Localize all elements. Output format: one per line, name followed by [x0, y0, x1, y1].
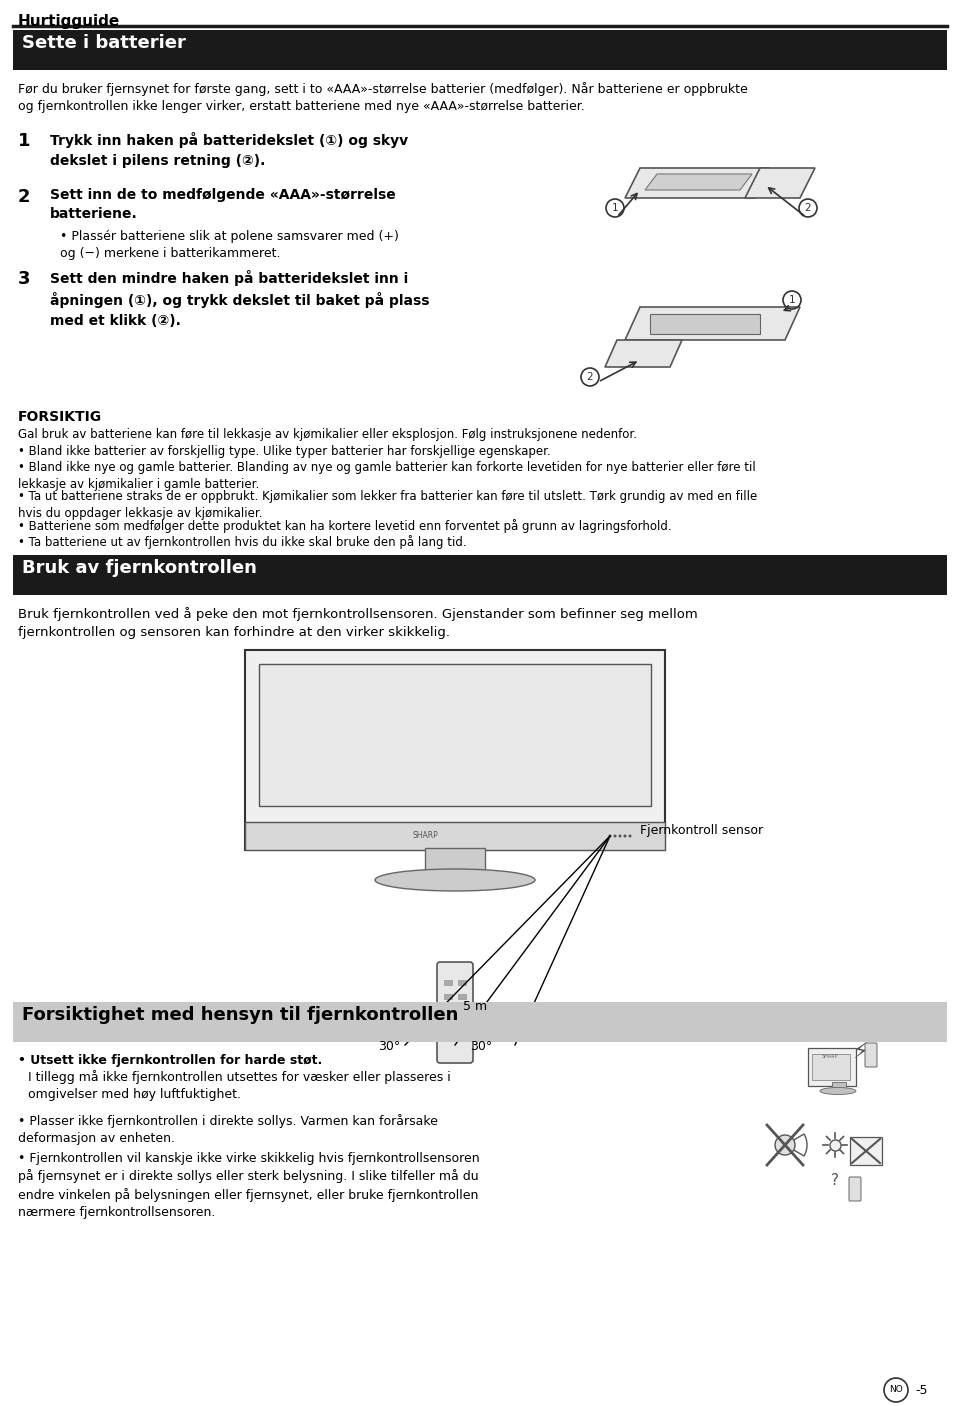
Polygon shape: [605, 340, 682, 367]
Text: FORSIKTIG: FORSIKTIG: [18, 411, 102, 425]
Text: • Ta ut batteriene straks de er oppbrukt. Kjømikalier som lekker fra batterier k: • Ta ut batteriene straks de er oppbrukt…: [18, 491, 757, 520]
Bar: [259, 664, 651, 806]
Text: • Fjernkontrollen vil kanskje ikke virke skikkelig hvis fjernkontrollsensoren
på: • Fjernkontrollen vil kanskje ikke virke…: [18, 1152, 480, 1219]
Text: ?: ?: [831, 1173, 839, 1188]
Text: Bruk av fjernkontrollen: Bruk av fjernkontrollen: [22, 560, 257, 576]
Text: Hurtigguide: Hurtigguide: [18, 14, 120, 30]
Ellipse shape: [375, 869, 535, 891]
Text: SHARP: SHARP: [412, 831, 438, 841]
Bar: [458, 980, 466, 986]
Bar: [444, 994, 452, 1000]
Polygon shape: [645, 174, 752, 190]
Bar: [458, 1036, 466, 1040]
Text: I tillegg må ikke fjernkontrollen utsettes for væsker eller plasseres i
omgivels: I tillegg må ikke fjernkontrollen utsett…: [28, 1070, 451, 1101]
Circle shape: [609, 835, 612, 838]
Text: 1: 1: [612, 202, 618, 212]
FancyBboxPatch shape: [849, 1177, 861, 1201]
Bar: [850, 1137, 882, 1166]
Bar: [425, 848, 485, 877]
Text: • Ta batteriene ut av fjernkontrollen hvis du ikke skal bruke den på lang tid.: • Ta batteriene ut av fjernkontrollen hv…: [18, 536, 467, 548]
Bar: [13, 30, 947, 70]
Bar: [808, 1047, 856, 1085]
Text: • Plassér batteriene slik at polene samsvarer med (+)
og (−) merkene i batterika: • Plassér batteriene slik at polene sams…: [60, 231, 398, 260]
Text: 1: 1: [789, 295, 795, 305]
Bar: [245, 823, 665, 851]
Bar: [444, 1022, 452, 1026]
Text: 3: 3: [18, 270, 31, 288]
Ellipse shape: [820, 1087, 856, 1094]
Text: 2: 2: [804, 202, 811, 212]
Text: • Plasser ikke fjernkontrollen i direkte sollys. Varmen kan forårsake
deformasjo: • Plasser ikke fjernkontrollen i direkte…: [18, 1114, 438, 1144]
Text: Sett inn de to medfølgende «AAA»-størrelse
batteriene.: Sett inn de to medfølgende «AAA»-størrel…: [50, 188, 396, 222]
Bar: [245, 650, 665, 851]
Text: Sett den mindre haken på batteridekslet inn i
åpningen (①), og trykk dekslet til: Sett den mindre haken på batteridekslet …: [50, 270, 429, 328]
Text: -5: -5: [915, 1384, 927, 1396]
Text: ⚡: ⚡: [852, 1043, 868, 1063]
Circle shape: [629, 835, 632, 838]
Text: 30°: 30°: [377, 1040, 400, 1053]
Text: 30°: 30°: [470, 1040, 492, 1053]
Circle shape: [618, 835, 621, 838]
Text: SHARP: SHARP: [822, 1053, 838, 1059]
Text: Fjernkontroll sensor: Fjernkontroll sensor: [640, 824, 763, 837]
Text: Før du bruker fjernsynet for første gang, sett i to «AAA»-størrelse batterier (m: Før du bruker fjernsynet for første gang…: [18, 82, 748, 114]
Text: NO: NO: [889, 1385, 902, 1395]
Bar: [458, 1008, 466, 1012]
FancyBboxPatch shape: [865, 1043, 877, 1067]
Text: Gal bruk av batteriene kan føre til lekkasje av kjømikalier eller eksplosjon. Fø: Gal bruk av batteriene kan føre til lekk…: [18, 427, 637, 441]
Bar: [458, 1022, 466, 1026]
Bar: [650, 314, 760, 335]
Bar: [832, 1083, 846, 1090]
Text: • Batteriene som medfølger dette produktet kan ha kortere levetid enn forventet : • Batteriene som medfølger dette produkt…: [18, 519, 672, 533]
Text: 1: 1: [18, 132, 31, 150]
Text: 2: 2: [587, 373, 593, 382]
Bar: [13, 1002, 947, 1042]
Bar: [458, 994, 466, 1000]
Text: • Utsett ikke fjernkontrollen for harde støt.: • Utsett ikke fjernkontrollen for harde …: [18, 1054, 323, 1067]
Polygon shape: [625, 307, 800, 340]
Bar: [444, 1008, 452, 1012]
Text: • Bland ikke batterier av forskjellig type. Ulike typer batterier har forskjelli: • Bland ikke batterier av forskjellig ty…: [18, 446, 551, 458]
Text: • Bland ikke nye og gamle batterier. Blanding av nye og gamle batterier kan fork: • Bland ikke nye og gamle batterier. Bla…: [18, 461, 756, 491]
Circle shape: [775, 1135, 795, 1154]
FancyBboxPatch shape: [437, 962, 473, 1063]
Text: Trykk inn haken på batteridekslet (①) og skyv
dekslet i pilens retning (②).: Trykk inn haken på batteridekslet (①) og…: [50, 132, 408, 167]
Polygon shape: [625, 167, 770, 198]
Bar: [812, 1054, 850, 1080]
Text: Forsiktighet med hensyn til fjernkontrollen: Forsiktighet med hensyn til fjernkontrol…: [22, 1007, 458, 1024]
Text: 2: 2: [18, 188, 31, 207]
Bar: [444, 1036, 452, 1040]
Bar: [13, 555, 947, 595]
Polygon shape: [745, 167, 815, 198]
Bar: [444, 980, 452, 986]
Text: Bruk fjernkontrollen ved å peke den mot fjernkontrollsensoren. Gjenstander som b: Bruk fjernkontrollen ved å peke den mot …: [18, 607, 698, 638]
Text: Sette i batterier: Sette i batterier: [22, 34, 186, 52]
Circle shape: [623, 835, 627, 838]
Text: 5 m: 5 m: [463, 1000, 487, 1012]
Circle shape: [613, 835, 616, 838]
